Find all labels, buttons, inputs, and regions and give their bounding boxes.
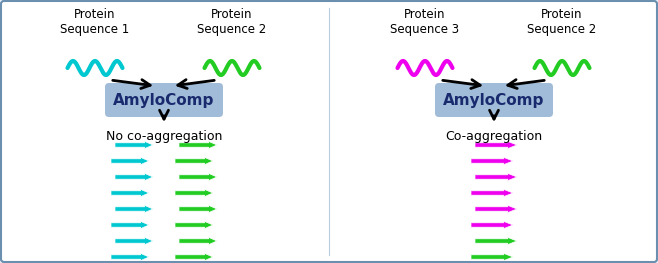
Polygon shape [115,173,153,181]
Polygon shape [179,173,217,181]
Polygon shape [111,253,149,261]
Text: Protein
Sequence 1: Protein Sequence 1 [61,8,130,36]
Text: AmyloComp: AmyloComp [443,93,545,108]
Text: Protein
Sequence 2: Protein Sequence 2 [197,8,266,36]
Polygon shape [175,157,213,165]
Polygon shape [471,221,513,229]
Text: AmyloComp: AmyloComp [113,93,215,108]
Text: Co-aggregation: Co-aggregation [445,130,543,143]
FancyBboxPatch shape [105,83,223,117]
Polygon shape [475,141,517,149]
Polygon shape [179,237,217,245]
Polygon shape [111,221,149,229]
Polygon shape [115,237,153,245]
Polygon shape [179,141,217,149]
Polygon shape [115,141,153,149]
Polygon shape [475,173,517,181]
Polygon shape [475,205,517,213]
Text: Protein
Sequence 3: Protein Sequence 3 [390,8,459,36]
Polygon shape [115,205,153,213]
Polygon shape [471,253,513,261]
FancyBboxPatch shape [435,83,553,117]
Polygon shape [175,253,213,261]
Polygon shape [471,157,513,165]
Polygon shape [111,157,149,165]
Text: No co-aggregation: No co-aggregation [106,130,222,143]
Polygon shape [175,221,213,229]
Text: Protein
Sequence 2: Protein Sequence 2 [527,8,597,36]
Polygon shape [475,237,517,245]
Polygon shape [111,189,149,197]
Polygon shape [179,205,217,213]
Polygon shape [471,189,513,197]
Polygon shape [175,189,213,197]
